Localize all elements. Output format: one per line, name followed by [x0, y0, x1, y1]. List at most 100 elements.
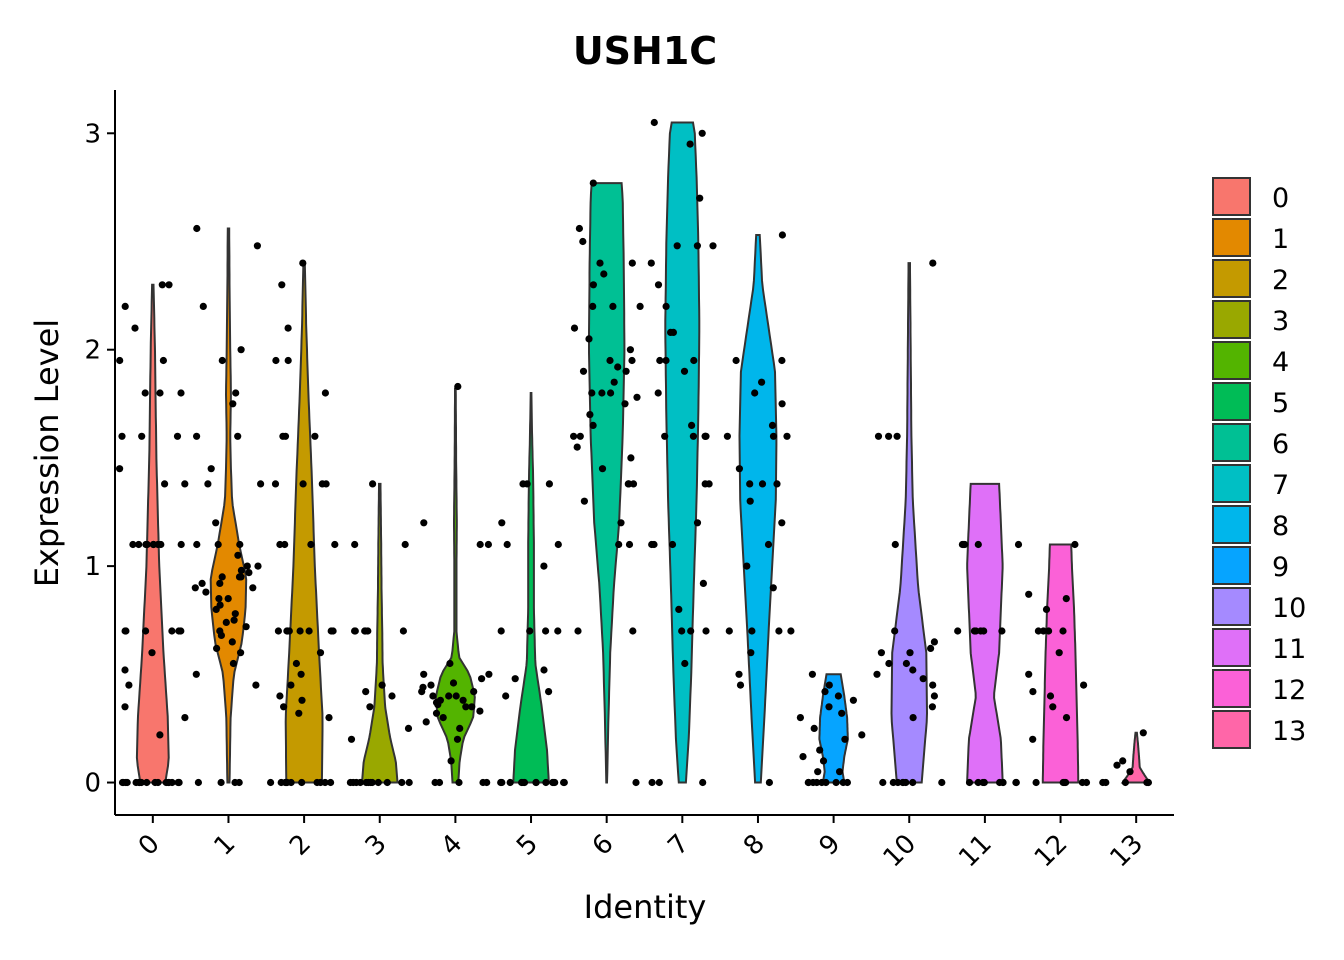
- data-point: [216, 627, 224, 635]
- data-point: [420, 670, 428, 678]
- data-point: [625, 480, 633, 488]
- legend-label: 8: [1272, 511, 1289, 542]
- legend-key-12: [1212, 669, 1251, 708]
- data-point: [216, 579, 224, 588]
- data-point: [615, 540, 623, 549]
- legend-label: 5: [1272, 388, 1289, 419]
- data-point: [257, 480, 265, 488]
- data-point: [347, 735, 356, 743]
- data-point: [1113, 761, 1121, 769]
- legend-label: 12: [1272, 675, 1306, 706]
- data-point: [1059, 627, 1067, 635]
- data-point: [532, 778, 540, 787]
- data-point: [135, 540, 143, 549]
- data-point: [570, 432, 578, 440]
- data-point: [245, 569, 253, 577]
- data-point: [606, 356, 614, 365]
- data-point: [560, 778, 568, 787]
- legend-key-9: [1212, 546, 1251, 585]
- data-point: [299, 259, 307, 267]
- data-point: [589, 281, 598, 289]
- x-tick-label: 12: [1029, 829, 1074, 874]
- y-axis-title: Expression Level: [28, 319, 66, 587]
- data-point: [284, 356, 292, 365]
- legend-label: 10: [1272, 593, 1306, 624]
- data-point: [361, 627, 369, 635]
- data-point: [689, 432, 698, 440]
- data-point: [609, 302, 617, 310]
- data-point: [229, 400, 237, 408]
- y-tick-label: 0: [84, 769, 101, 799]
- data-point: [321, 778, 329, 787]
- data-point: [175, 627, 183, 635]
- data-point: [218, 573, 226, 581]
- data-point: [825, 681, 833, 689]
- data-point: [142, 540, 150, 549]
- data-point: [930, 638, 939, 646]
- data-point: [214, 540, 222, 549]
- legend-label: 3: [1272, 306, 1289, 337]
- data-point: [1049, 703, 1057, 711]
- legend-key-5: [1212, 382, 1251, 421]
- data-point: [686, 140, 694, 148]
- x-tick-label: 10: [878, 829, 923, 874]
- data-point: [447, 757, 455, 765]
- data-point: [135, 778, 143, 787]
- data-point: [484, 540, 492, 549]
- legend-key-8: [1212, 505, 1251, 544]
- violin-10: [890, 262, 929, 784]
- data-point: [295, 709, 303, 717]
- data-point: [773, 480, 781, 488]
- data-point: [938, 778, 946, 787]
- data-point: [321, 389, 329, 397]
- data-point: [841, 735, 849, 743]
- data-point: [388, 692, 396, 700]
- data-point: [174, 778, 182, 787]
- data-point: [278, 281, 286, 289]
- x-tick-label: 9: [814, 829, 847, 862]
- data-point: [207, 465, 215, 473]
- data-point: [173, 432, 182, 440]
- data-point: [819, 757, 828, 765]
- data-point: [778, 356, 786, 365]
- data-point: [204, 480, 212, 488]
- data-point: [628, 259, 636, 267]
- data-point: [191, 584, 199, 592]
- x-tick-label: 11: [953, 829, 998, 874]
- data-point: [929, 681, 937, 689]
- data-point: [478, 675, 486, 683]
- data-point: [449, 679, 458, 687]
- data-point: [891, 540, 899, 549]
- data-point: [229, 659, 237, 668]
- data-point: [977, 627, 985, 635]
- data-point: [747, 649, 755, 657]
- data-point: [617, 519, 625, 527]
- data-point: [573, 443, 581, 451]
- data-point: [877, 649, 886, 657]
- data-point: [1062, 595, 1070, 603]
- data-point: [296, 627, 304, 635]
- legend-key-2: [1212, 259, 1251, 298]
- data-point: [498, 519, 506, 527]
- data-point: [143, 778, 151, 787]
- data-point: [574, 627, 582, 635]
- data-point: [636, 302, 644, 310]
- data-point: [758, 378, 766, 386]
- violin-7: [664, 121, 701, 784]
- x-tick-label: 0: [133, 829, 166, 862]
- data-point: [165, 281, 173, 289]
- data-point: [1025, 590, 1033, 598]
- data-point: [1042, 605, 1051, 614]
- data-point: [834, 692, 843, 700]
- x-tick-label: 7: [662, 829, 695, 862]
- data-point: [526, 627, 534, 635]
- data-point: [654, 389, 662, 397]
- data-point: [121, 703, 129, 711]
- data-point: [177, 389, 185, 397]
- data-point: [769, 584, 777, 592]
- data-point: [778, 519, 786, 527]
- data-point: [131, 324, 139, 332]
- data-point: [808, 670, 817, 678]
